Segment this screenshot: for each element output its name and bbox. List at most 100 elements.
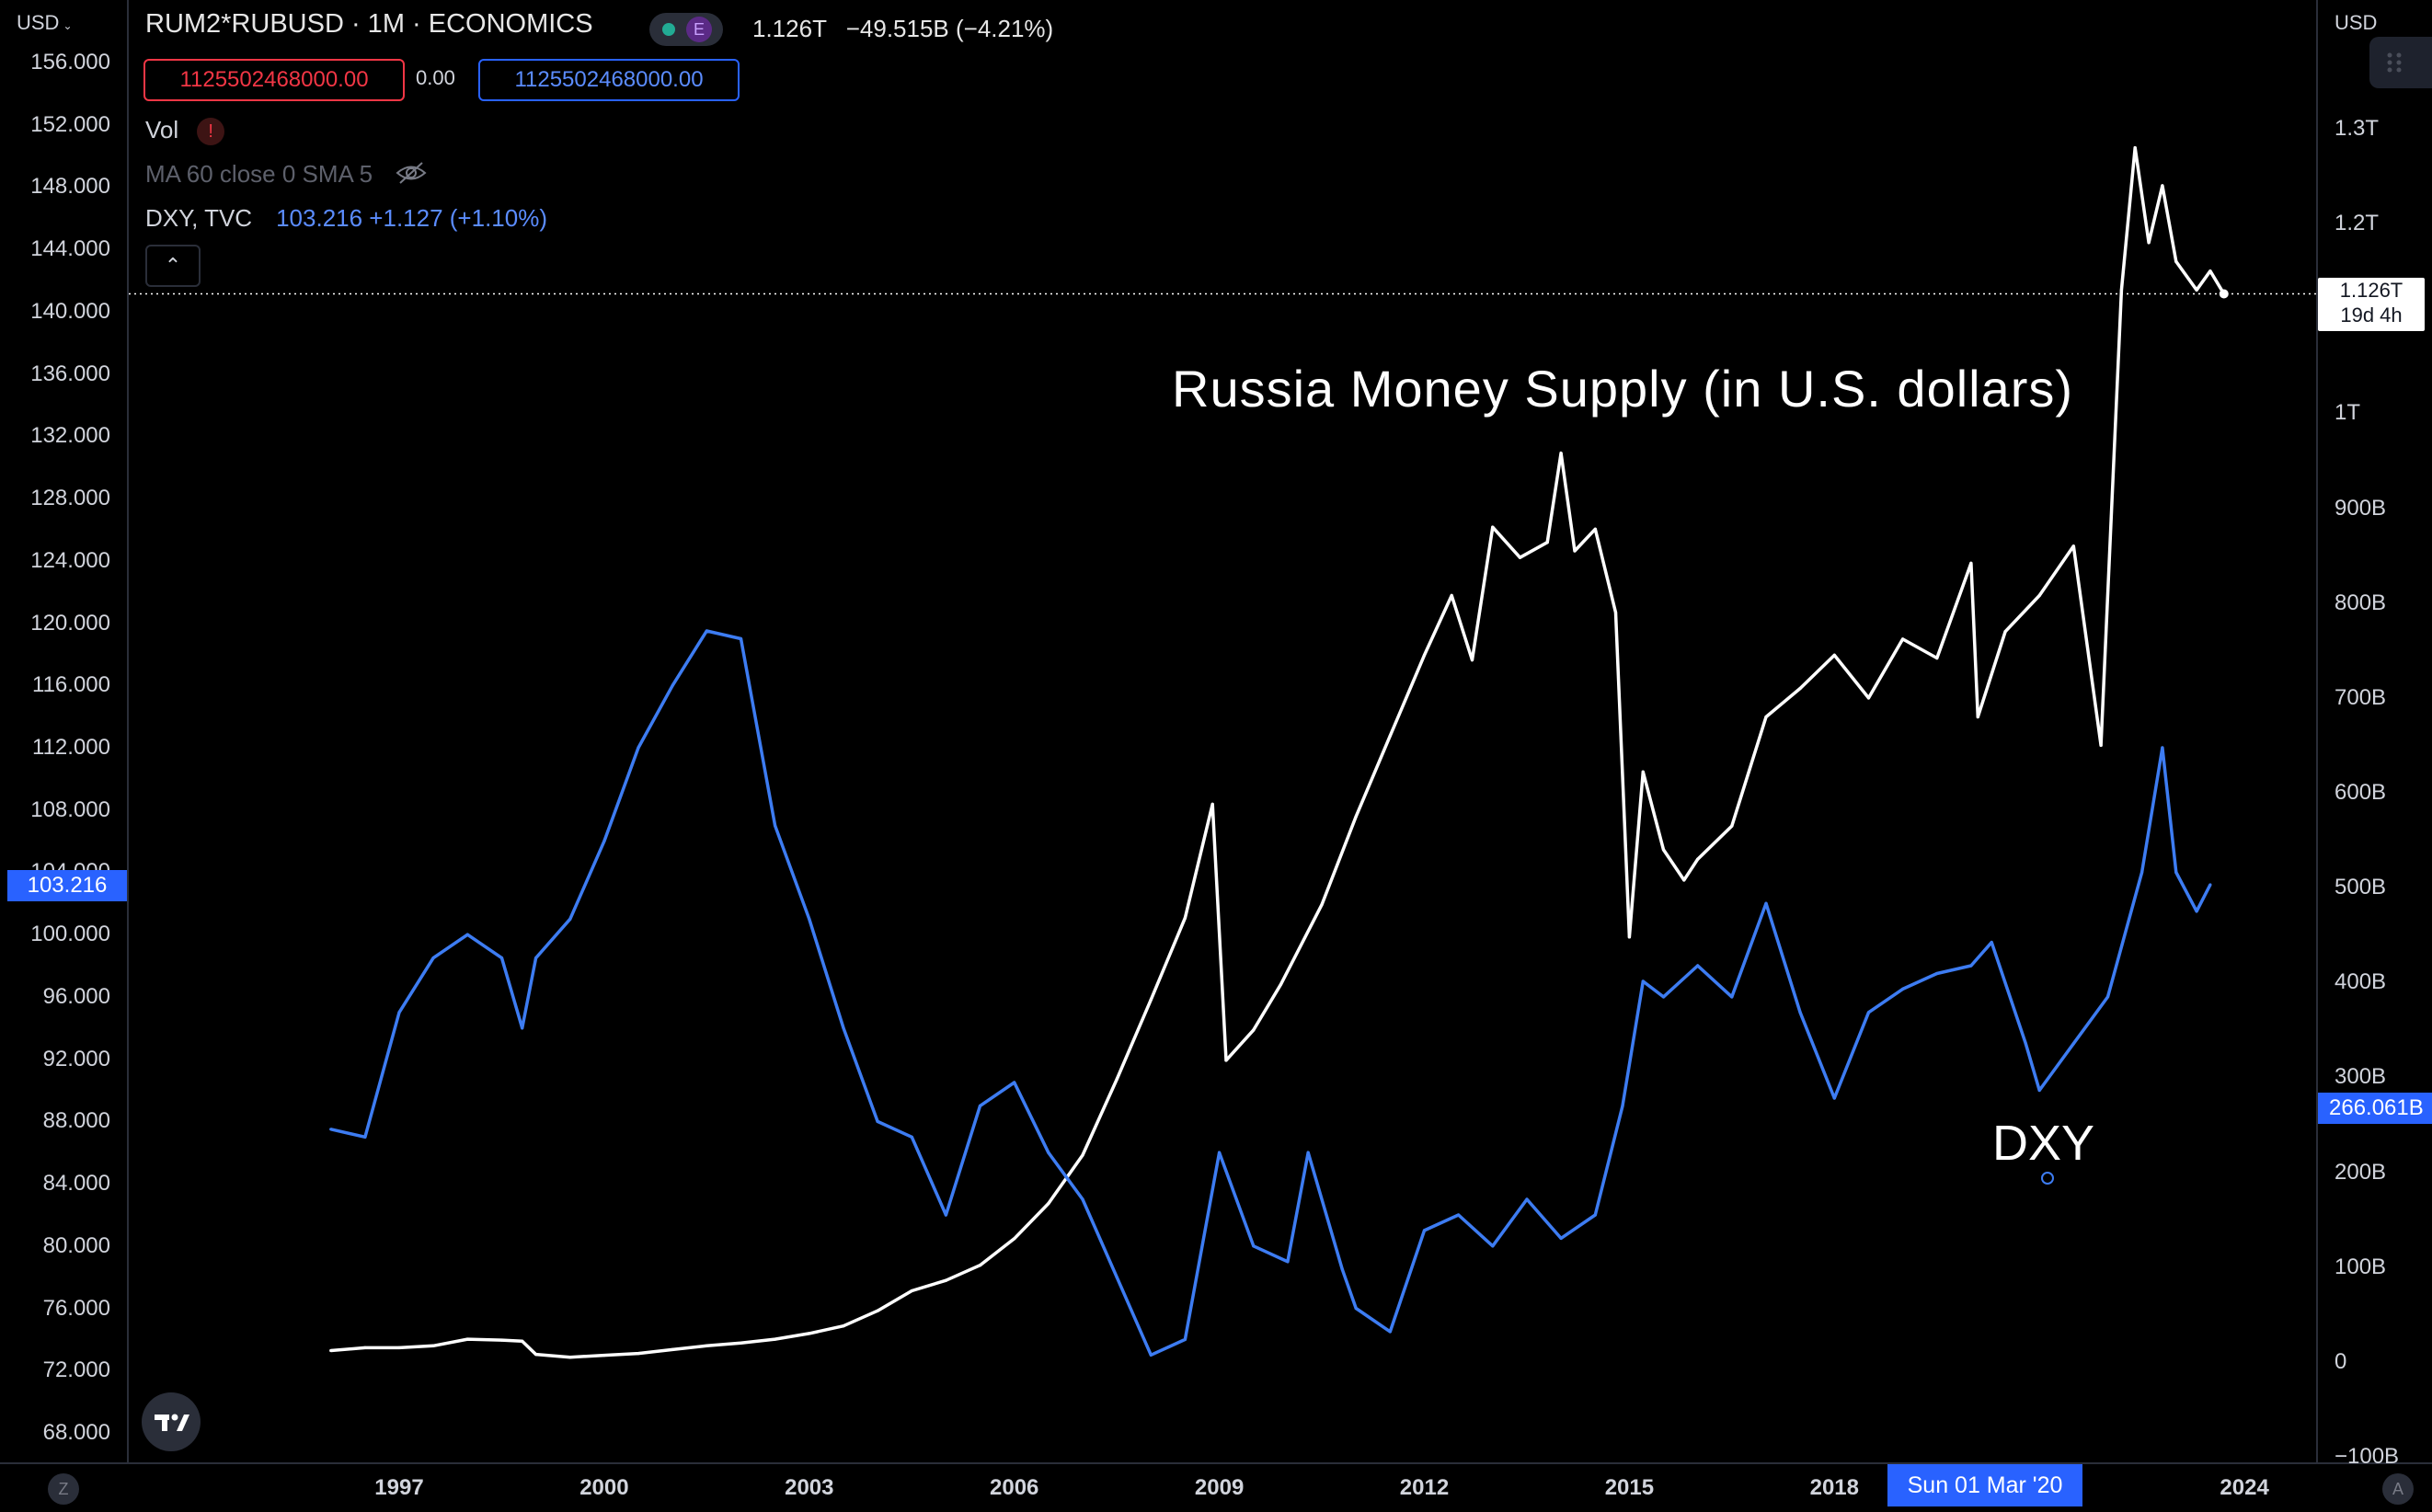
dxy-data-point bbox=[2105, 995, 2110, 999]
money-supply-data-point bbox=[1545, 541, 1549, 544]
dxy-data-point bbox=[1832, 1096, 1836, 1100]
dxy-data-point bbox=[2208, 883, 2212, 887]
time-axis-tick: 2009 bbox=[1194, 1475, 1245, 1500]
money-supply-data-point bbox=[1798, 686, 1802, 691]
ma-legend[interactable]: MA 60 close 0 SMA 5 bbox=[145, 160, 427, 191]
auto-scale-button[interactable]: A bbox=[2382, 1473, 2414, 1505]
left-axis-tick: 68.000 bbox=[42, 1420, 110, 1445]
collapse-legend-button[interactable]: ⌃ bbox=[145, 245, 201, 287]
dxy-data-point bbox=[2024, 1042, 2027, 1046]
dxy-data-point bbox=[1593, 1213, 1597, 1217]
last-price-badge: 1.126T 19d 4h bbox=[2318, 278, 2425, 331]
left-axis-tick: 116.000 bbox=[32, 672, 110, 698]
dxy-data-point bbox=[499, 956, 504, 960]
bar-countdown: 19d 4h bbox=[2340, 304, 2403, 326]
time-axis-tick: 2006 bbox=[989, 1475, 1039, 1500]
left-axis-unit[interactable]: USD ⌄ bbox=[17, 11, 73, 35]
right-price-badge: 266.061B bbox=[2318, 1093, 2432, 1124]
chart-annotation-title[interactable]: Russia Money Supply (in U.S. dollars) bbox=[1172, 360, 2074, 418]
money-supply-data-point bbox=[1115, 1077, 1118, 1082]
dxy-data-point bbox=[397, 1011, 401, 1014]
left-axis-tick: 136.000 bbox=[30, 361, 110, 386]
money-supply-data-point bbox=[637, 1352, 640, 1356]
dxy-data-point bbox=[1798, 1011, 1802, 1014]
last-value: 1.126T bbox=[752, 15, 827, 42]
money-supply-data-point bbox=[876, 1309, 879, 1312]
chart-annotation-dxy[interactable]: DXY bbox=[1992, 1116, 2095, 1171]
dxy-data-point bbox=[1354, 1306, 1358, 1311]
money-supply-data-point bbox=[1593, 527, 1597, 531]
dxy-data-point bbox=[1183, 1337, 1187, 1341]
money-supply-data-point bbox=[705, 1344, 708, 1347]
change-value: −49.515B (−4.21%) bbox=[845, 15, 1054, 42]
money-supply-data-point bbox=[1764, 715, 1768, 719]
money-supply-data-point bbox=[1518, 556, 1522, 559]
buy-button[interactable]: 1125502468000.00 bbox=[478, 59, 740, 101]
time-axis-tick: 1997 bbox=[374, 1475, 424, 1500]
money-supply-data-point bbox=[1388, 734, 1392, 738]
symbol-title[interactable]: RUM2*RUBUSD · 1M · ECONOMICS bbox=[145, 9, 593, 39]
dxy-data-point bbox=[1252, 1244, 1256, 1248]
money-supply-data-point bbox=[2099, 743, 2103, 748]
money-supply-data-point bbox=[2161, 184, 2164, 188]
money-supply-series-line[interactable] bbox=[330, 145, 2226, 1359]
dxy-data-point bbox=[1866, 1011, 1871, 1014]
eye-hidden-icon[interactable] bbox=[396, 161, 427, 191]
drag-handle-icon[interactable] bbox=[2369, 37, 2432, 88]
dxy-data-point bbox=[739, 636, 743, 641]
dxy-data-point bbox=[1388, 1330, 1392, 1334]
sell-button[interactable]: 1125502468000.00 bbox=[143, 59, 405, 101]
money-supply-data-point bbox=[2119, 288, 2123, 292]
tradingview-logo-icon[interactable] bbox=[142, 1392, 201, 1451]
money-supply-data-point bbox=[842, 1324, 845, 1328]
money-supply-data-point bbox=[2208, 269, 2212, 273]
dxy-legend[interactable]: DXY, TVC 103.216 +1.127 (+1.10%) bbox=[145, 204, 547, 233]
money-supply-data-point bbox=[2003, 630, 2007, 634]
money-supply-data-point bbox=[1832, 653, 1836, 658]
dxy-data-point bbox=[1990, 941, 1993, 945]
dxy-data-point bbox=[1047, 1151, 1050, 1154]
right-axis-tick: 700B bbox=[2334, 684, 2387, 710]
money-supply-data-point bbox=[978, 1264, 982, 1267]
money-supply-data-point bbox=[944, 1278, 947, 1282]
dxy-data-point bbox=[1081, 1197, 1084, 1201]
economics-badge: E bbox=[686, 17, 712, 42]
dxy-data-point bbox=[1661, 995, 1666, 999]
dxy-data-point bbox=[978, 1104, 982, 1107]
volume-legend[interactable]: Vol! bbox=[145, 116, 225, 146]
series-layer bbox=[329, 145, 2229, 1359]
zoom-reset-button[interactable]: Z bbox=[48, 1473, 79, 1505]
dxy-data-point bbox=[1730, 995, 1734, 999]
dxy-data-point bbox=[568, 917, 572, 921]
main-series-legend[interactable]: RUM2*RUBUSD · 1M · ECONOMICS bbox=[145, 9, 593, 40]
money-supply-data-point bbox=[521, 1339, 524, 1343]
right-axis-tick: 1.3T bbox=[2334, 116, 2380, 141]
dxy-series-line[interactable] bbox=[330, 629, 2212, 1357]
dxy-data-point bbox=[1764, 901, 1768, 905]
dxy-data-point bbox=[363, 1135, 367, 1139]
last-price-badge-value: 1.126T bbox=[2339, 279, 2403, 302]
left-axis-tick: 144.000 bbox=[30, 236, 110, 262]
money-supply-data-point bbox=[2195, 288, 2198, 292]
dxy-data-point bbox=[1621, 1104, 1624, 1107]
dxy-data-point bbox=[1696, 964, 1700, 968]
left-axis-tick: 88.000 bbox=[42, 1108, 110, 1134]
right-axis-tick: 300B bbox=[2334, 1064, 2387, 1090]
money-supply-data-point bbox=[431, 1344, 435, 1347]
right-axis-tick: 1T bbox=[2334, 400, 2361, 426]
left-axis-tick: 124.000 bbox=[30, 547, 110, 573]
right-axis-unit[interactable]: USD bbox=[2334, 11, 2378, 34]
dxy-data-point bbox=[431, 956, 435, 960]
warning-icon[interactable]: ! bbox=[197, 118, 225, 146]
left-axis-tick: 100.000 bbox=[30, 922, 110, 947]
dxy-data-point bbox=[2174, 870, 2178, 875]
time-axis-tick: 2012 bbox=[1399, 1475, 1450, 1500]
dxy-data-point bbox=[1115, 1276, 1118, 1279]
money-supply-data-point bbox=[568, 1356, 572, 1359]
right-axis-tick: −100B bbox=[2334, 1444, 2400, 1469]
left-axis-tick: 72.000 bbox=[42, 1357, 110, 1383]
market-status-pill[interactable]: E bbox=[649, 13, 723, 46]
dxy-data-point bbox=[910, 1135, 913, 1139]
dxy-data-point bbox=[1525, 1197, 1529, 1201]
